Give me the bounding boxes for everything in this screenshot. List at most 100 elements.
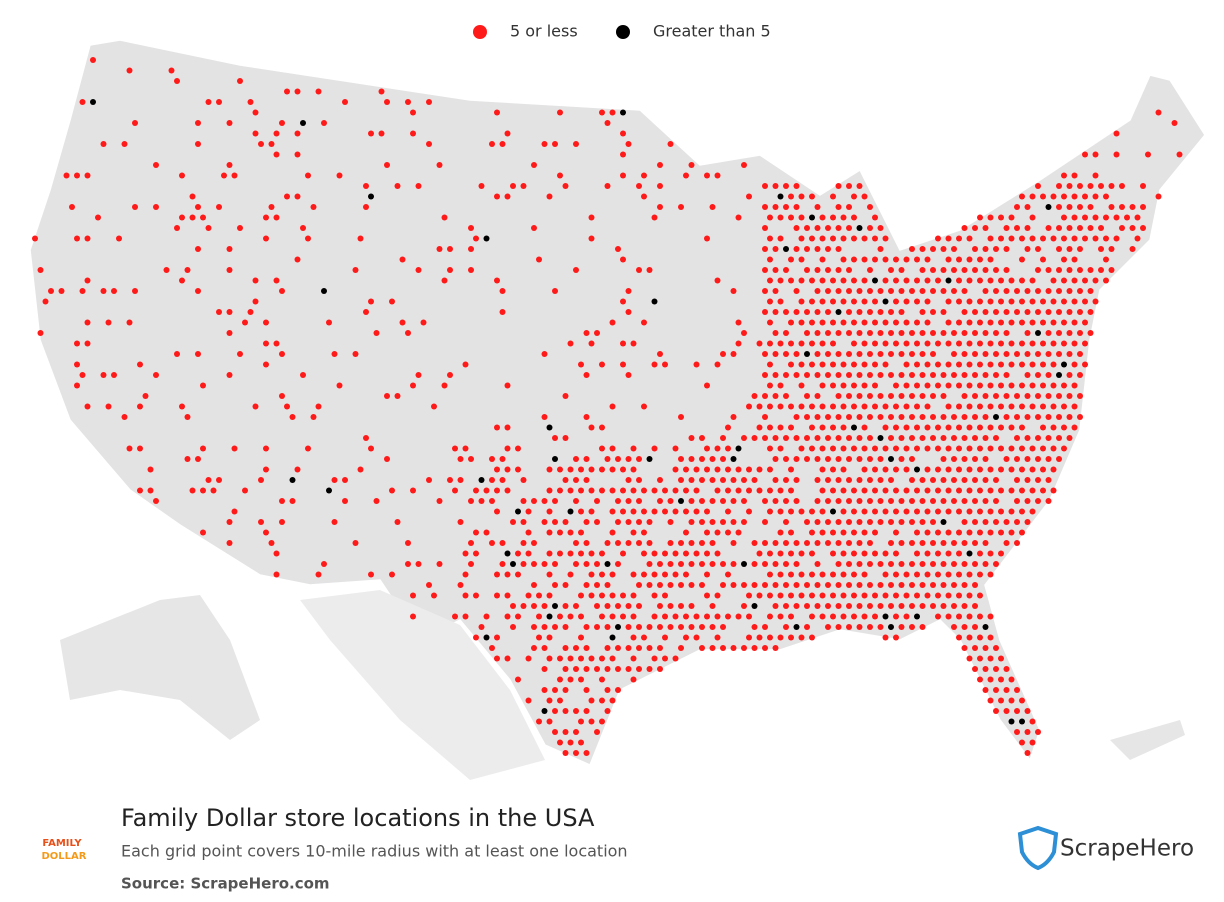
location-dot — [840, 487, 847, 494]
location-dot — [956, 340, 962, 347]
location-dot — [762, 519, 768, 525]
location-dot — [819, 298, 826, 305]
location-dot — [846, 267, 852, 273]
location-dot — [462, 550, 469, 557]
location-dot — [956, 445, 962, 452]
location-dot — [557, 655, 563, 662]
location-dot — [987, 466, 994, 473]
location-dot — [846, 393, 852, 399]
location-dot — [252, 109, 259, 116]
location-dot — [856, 561, 863, 567]
location-dot — [263, 466, 269, 473]
location-dot — [226, 162, 233, 168]
location-dot — [987, 676, 994, 683]
location-dot — [720, 561, 726, 567]
location-dot — [1071, 172, 1078, 179]
location-dot — [494, 508, 500, 515]
location-dot — [363, 435, 369, 441]
location-dot — [594, 624, 600, 630]
location-dot — [688, 540, 695, 546]
location-dot — [720, 645, 726, 651]
location-dot — [625, 456, 632, 462]
location-dot — [221, 172, 227, 179]
location-dot — [814, 540, 821, 546]
location-dot — [930, 351, 936, 357]
location-dot — [1035, 309, 1041, 315]
location-dot — [74, 382, 80, 389]
location-dot — [903, 424, 910, 431]
location-dot — [882, 424, 889, 431]
location-dot — [368, 571, 374, 578]
location-dot — [1056, 351, 1062, 357]
location-dot — [851, 298, 857, 305]
location-dot — [814, 246, 821, 252]
location-dot — [956, 508, 962, 515]
location-dot — [987, 634, 994, 641]
location-dot — [499, 141, 506, 147]
location-dot — [783, 561, 789, 567]
location-dot — [777, 340, 784, 347]
location-dot — [1119, 183, 1125, 189]
location-dot — [735, 445, 742, 452]
location-dot — [651, 298, 658, 305]
location-dot — [741, 603, 747, 609]
location-dot — [830, 550, 836, 557]
location-dot — [132, 120, 138, 126]
location-dot — [809, 634, 815, 641]
location-dot — [898, 519, 905, 525]
location-dot — [851, 382, 857, 389]
location-dot — [867, 288, 873, 294]
location-dot — [583, 624, 590, 630]
location-dot — [1056, 246, 1062, 252]
location-dot — [583, 330, 590, 336]
location-dot — [725, 613, 731, 620]
location-dot — [620, 592, 626, 599]
location-dot — [1014, 519, 1020, 525]
location-dot — [825, 582, 831, 588]
location-dot — [935, 466, 941, 473]
location-dot — [893, 424, 899, 431]
location-dot — [1061, 319, 1067, 326]
location-dot — [798, 193, 805, 200]
location-dot — [515, 550, 521, 557]
location-dot — [552, 561, 558, 567]
location-dot — [966, 487, 973, 494]
location-dot — [620, 487, 626, 494]
location-dot — [987, 340, 994, 347]
location-dot — [389, 298, 395, 305]
brand: ScrapeHero — [1060, 836, 1194, 862]
location-dot — [1092, 193, 1099, 200]
location-dot — [956, 613, 962, 620]
location-dot — [704, 172, 710, 179]
location-dot — [42, 298, 49, 305]
location-dot — [851, 403, 857, 410]
location-dot — [1003, 225, 1010, 231]
location-dot — [714, 634, 721, 641]
location-dot — [546, 634, 553, 641]
location-dot — [573, 456, 579, 462]
location-dot — [898, 351, 905, 357]
location-dot — [1029, 718, 1036, 725]
location-dot — [200, 529, 206, 536]
location-dot — [856, 477, 863, 483]
location-dot — [919, 267, 926, 273]
location-dot — [1045, 435, 1052, 441]
location-dot — [473, 529, 479, 536]
location-dot — [531, 498, 537, 504]
location-dot — [1040, 193, 1046, 200]
location-dot — [226, 246, 233, 252]
location-dot — [951, 330, 957, 336]
location-dot — [273, 151, 280, 158]
location-dot — [930, 372, 936, 378]
location-dot — [1061, 214, 1067, 221]
location-dot — [867, 435, 873, 441]
location-dot — [683, 529, 689, 536]
location-dot — [468, 246, 474, 252]
location-dot — [861, 235, 868, 242]
location-dot — [357, 466, 364, 473]
location-dot — [651, 655, 658, 662]
location-dot — [793, 435, 800, 441]
location-dot — [1108, 267, 1115, 273]
location-dot — [415, 372, 422, 378]
location-dot — [1014, 288, 1020, 294]
